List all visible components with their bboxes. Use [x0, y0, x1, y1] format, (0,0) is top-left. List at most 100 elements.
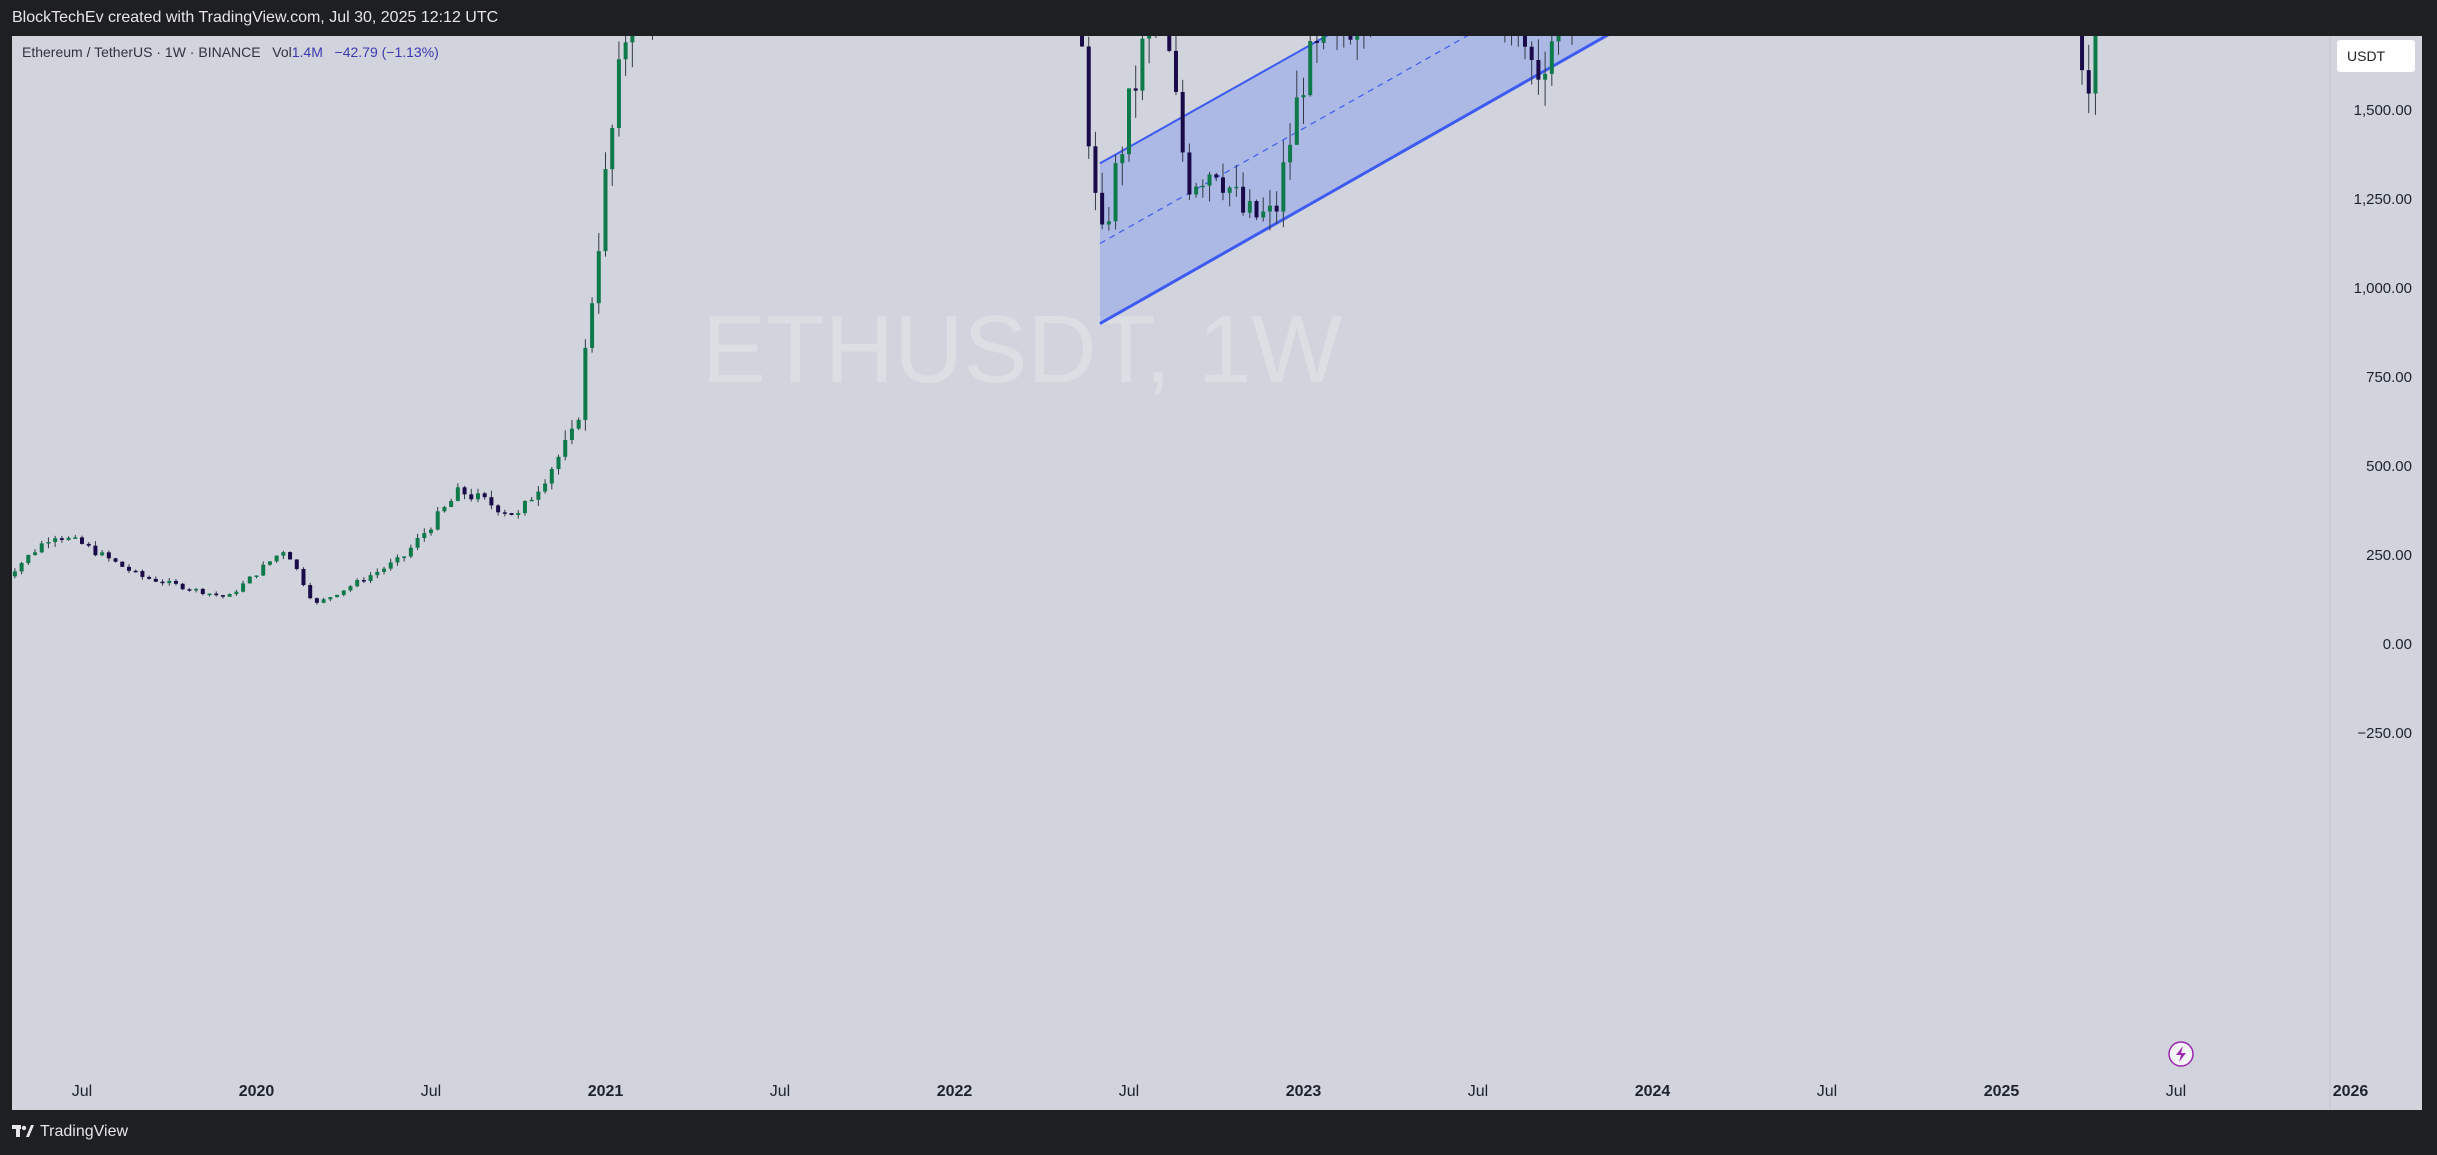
candle-body	[33, 552, 38, 555]
currency-selector[interactable]: USDT	[2337, 40, 2415, 72]
credit-text: BlockTechEv created with TradingView.com…	[12, 9, 499, 26]
x-tick-label: Jul	[1468, 1083, 1488, 1100]
candle-body	[328, 597, 333, 600]
candle-body	[254, 575, 259, 577]
candle-body	[53, 538, 58, 543]
y-tick-label: 1,500.00	[2354, 102, 2412, 119]
candle-body	[1301, 95, 1306, 98]
candle-body	[569, 428, 574, 440]
candle-body	[1147, 36, 1152, 39]
candle-body	[415, 538, 420, 548]
candle-body	[502, 512, 507, 514]
candle-body	[348, 586, 353, 591]
candle-body	[234, 591, 239, 595]
candle-body	[294, 559, 299, 569]
candle-body	[536, 491, 541, 500]
currency-label: USDT	[2347, 48, 2386, 64]
candle-body	[1321, 36, 1326, 43]
candle-body	[335, 594, 340, 598]
candle-body	[167, 580, 172, 584]
candle-body	[442, 506, 447, 512]
candle-body	[1529, 46, 1534, 60]
candle-body	[375, 571, 380, 576]
candle-body	[341, 590, 346, 595]
candle-body	[267, 561, 272, 565]
top-bar: BlockTechEv created with TradingView.com…	[0, 0, 2437, 36]
candlestick-chart[interactable]: ETHUSDT, 1W5,000.004,750.004,500.004,250…	[12, 36, 2422, 1110]
candle-body	[1133, 88, 1138, 91]
candle-body	[120, 561, 125, 567]
candle-body	[106, 552, 111, 559]
candle-body	[616, 59, 621, 128]
candle-body	[1227, 187, 1232, 193]
symbol-title: Ethereum / TetherUS · 1W · BINANCE	[22, 44, 261, 60]
candle-body	[1556, 36, 1561, 42]
candle-body	[1274, 205, 1279, 212]
candle-body	[194, 588, 199, 591]
candle-body	[549, 469, 554, 484]
channel-upper-line	[1099, 36, 1329, 165]
candle-body	[241, 583, 246, 592]
x-tick-label: 2021	[588, 1083, 624, 1100]
candle-body	[402, 556, 407, 558]
candle-body	[355, 580, 360, 587]
x-tick-label: 2022	[937, 1083, 973, 1100]
x-tick-label: Jul	[421, 1083, 441, 1100]
candle-body	[73, 537, 78, 539]
candle-body	[1187, 152, 1192, 195]
candle-body	[301, 568, 306, 586]
chart-panel[interactable]: ETHUSDT, 1W5,000.004,750.004,500.004,250…	[12, 36, 2422, 1110]
candle-body	[455, 487, 460, 501]
candle-body	[1173, 50, 1178, 92]
candle-body	[1288, 144, 1293, 163]
candle-body	[1207, 174, 1212, 186]
candle-body	[1106, 221, 1111, 225]
candle-body	[1113, 163, 1118, 222]
y-tick-label: 500.00	[2366, 458, 2412, 475]
candle-body	[1308, 41, 1313, 96]
candle-body	[80, 537, 84, 544]
x-tick-label: Jul	[1119, 1083, 1139, 1100]
candle-body	[308, 585, 313, 599]
candle-body	[1180, 91, 1185, 153]
candle-body	[187, 589, 192, 591]
x-tick-label: 2020	[239, 1083, 275, 1100]
candle-body	[422, 533, 427, 539]
candle-body	[247, 576, 252, 584]
candle-body	[140, 571, 145, 577]
x-tick-label: 2025	[1984, 1083, 2020, 1100]
candle-body	[1314, 41, 1319, 43]
candle-body	[1522, 36, 1527, 47]
candle-body	[435, 511, 440, 530]
candle-body	[529, 499, 534, 502]
candle-body	[153, 578, 158, 582]
candle-body	[147, 576, 152, 579]
candle-body	[482, 493, 487, 498]
candle-body	[19, 563, 24, 572]
candle-body	[321, 599, 326, 603]
candle-body	[1093, 146, 1098, 193]
y-tick-label: 750.00	[2366, 369, 2412, 386]
candle-body	[46, 542, 51, 544]
tradingview-logo[interactable]: TradingView	[12, 1123, 128, 1141]
candle-body	[126, 566, 131, 571]
candle-body	[173, 580, 178, 584]
channel-mid-line	[1099, 36, 1469, 245]
candle-body	[1200, 185, 1205, 188]
candle-body	[1247, 201, 1252, 213]
candle-body	[583, 347, 588, 420]
candle-body	[496, 505, 501, 513]
candle-body	[180, 583, 185, 590]
candle-body	[93, 545, 98, 556]
watermark-text: ETHUSDT, 1W	[702, 296, 1342, 403]
candle-body	[522, 501, 527, 514]
candle-body	[462, 487, 467, 495]
candle-body	[160, 581, 165, 584]
price-change: −42.79 (−1.13%)	[334, 44, 439, 60]
candle-body	[1543, 73, 1548, 80]
candle-body	[2086, 70, 2091, 94]
x-tick-label: Jul	[770, 1083, 790, 1100]
candle-body	[361, 580, 366, 582]
candle-body	[200, 588, 205, 595]
candle-body	[429, 529, 433, 534]
